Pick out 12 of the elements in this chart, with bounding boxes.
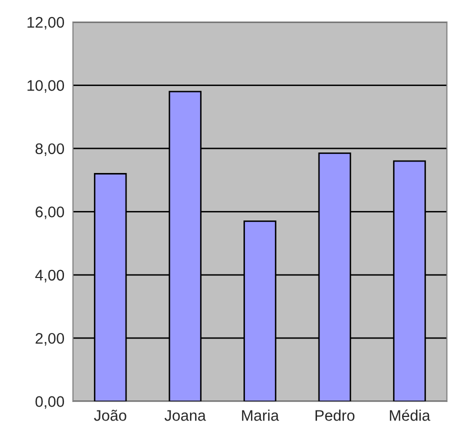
- y-tick-label: 2,00: [36, 332, 64, 346]
- y-tick-label: 12,00: [28, 16, 64, 30]
- y-tick-label: 8,00: [36, 143, 64, 156]
- y-tick-label: 10,00: [28, 80, 64, 93]
- x-tick-label: Joana: [164, 410, 206, 421]
- y-tick-label: 4,00: [35, 270, 64, 282]
- x-tick-label: Média: [390, 409, 430, 421]
- x-tick-label: Pedro: [316, 410, 354, 421]
- x-tick-label: João: [94, 410, 126, 421]
- y-tick-label: 0,00: [35, 396, 64, 409]
- x-tick-label: Maria: [242, 410, 280, 421]
- y-tick-label: 6,00: [36, 206, 64, 220]
